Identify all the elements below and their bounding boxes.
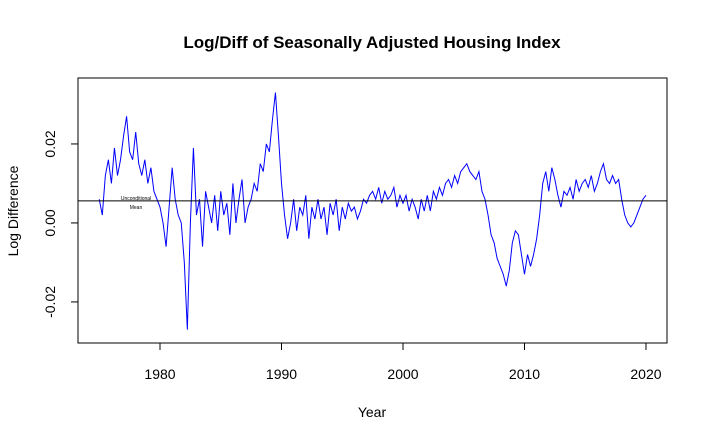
plot-box [77, 77, 668, 344]
x-tick-label: 2020 [630, 366, 661, 382]
x-axis-title: Year [358, 404, 387, 420]
x-tick-label: 2010 [509, 366, 540, 382]
x-tick-label: 1990 [266, 366, 297, 382]
annotation: Mean [130, 205, 143, 211]
y-tick-label: 0.02 [42, 130, 58, 157]
x-tick-label: 2000 [387, 366, 418, 382]
y-tick-label: -0.02 [42, 286, 58, 318]
y-tick-label: 0.00 [42, 209, 58, 236]
chart-title: Log/Diff of Seasonally Adjusted Housing … [183, 33, 561, 52]
x-tick-label: 1980 [144, 366, 175, 382]
y-axis-title: Log Difference [5, 165, 21, 256]
data-line [98, 92, 647, 330]
annotation: Unconditional [121, 196, 151, 202]
